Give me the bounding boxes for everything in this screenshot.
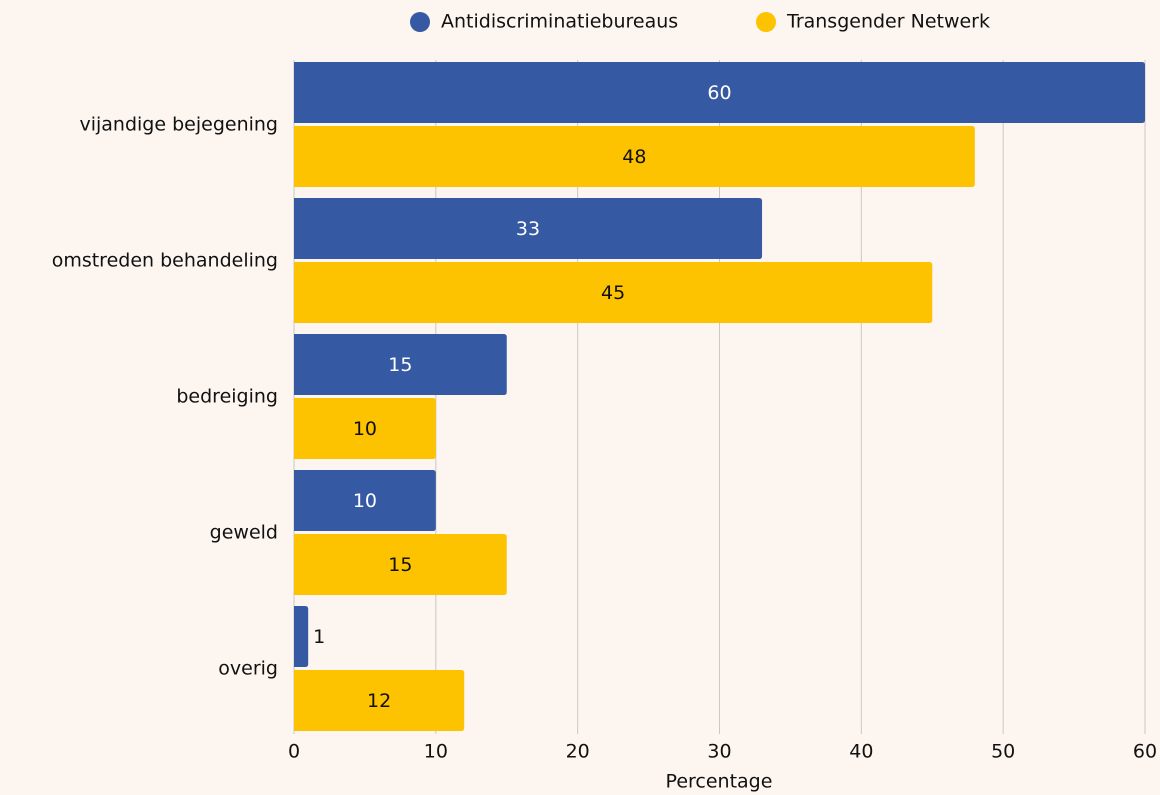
bar [294, 606, 309, 667]
data-label: 15 [388, 354, 412, 376]
x-tick-label: 0 [288, 741, 300, 763]
data-label: 12 [367, 690, 391, 712]
y-tick-label: vijandige bejegening [79, 114, 278, 136]
bar [294, 534, 507, 595]
legend-label: Antidiscriminatiebureaus [441, 11, 678, 33]
data-label: 10 [353, 418, 377, 440]
data-label: 45 [601, 282, 625, 304]
legend-marker [410, 12, 430, 32]
bar [294, 62, 1145, 123]
x-tick-label: 20 [566, 741, 590, 763]
x-axis-title: Percentage [666, 771, 773, 793]
x-tick-label: 40 [849, 741, 873, 763]
bar [294, 198, 763, 259]
bar [294, 126, 975, 187]
bar [294, 670, 465, 731]
x-tick-label: 60 [1133, 741, 1157, 763]
data-label: 33 [516, 218, 540, 240]
legend-marker [756, 12, 776, 32]
data-label: 60 [707, 82, 731, 104]
y-tick-label: bedreiging [176, 386, 278, 408]
x-tick-label: 50 [991, 741, 1015, 763]
data-label: 1 [313, 626, 325, 648]
x-tick-label: 30 [707, 741, 731, 763]
legend-label: Transgender Netwerk [786, 11, 990, 33]
data-label: 10 [353, 490, 377, 512]
y-tick-label: omstreden behandeling [52, 250, 278, 272]
data-label: 15 [388, 554, 412, 576]
y-tick-label: overig [218, 658, 278, 680]
bar [294, 334, 507, 395]
data-label: 48 [622, 146, 646, 168]
y-tick-label: geweld [210, 522, 278, 544]
x-tick-label: 10 [424, 741, 448, 763]
bar [294, 398, 436, 459]
bar [294, 470, 436, 531]
bar [294, 262, 933, 323]
